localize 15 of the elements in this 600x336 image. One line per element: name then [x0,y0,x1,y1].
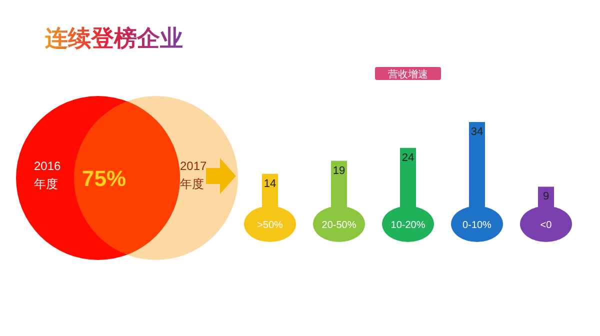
text: 连续登榜企业 [44,25,183,51]
data-label: 24 [402,152,414,164]
x-tick-label: <0 [540,220,552,231]
x-tick-label: >50% [257,220,284,231]
chart-title: 营收增速 [388,68,428,80]
data-label: 34 [470,126,484,138]
text: 75% [82,166,126,191]
data-label: 14 [264,178,276,190]
x-tick-label: 10-20% [390,220,426,231]
data-label: 19 [332,164,346,177]
x-tick-label: 0-10% [462,220,492,231]
x-tick-label: 20-50% [322,220,356,231]
category-label: 2017 年度 [180,159,208,191]
category-label: 2016 年度 [34,159,62,191]
data-label: 9 [542,190,550,203]
